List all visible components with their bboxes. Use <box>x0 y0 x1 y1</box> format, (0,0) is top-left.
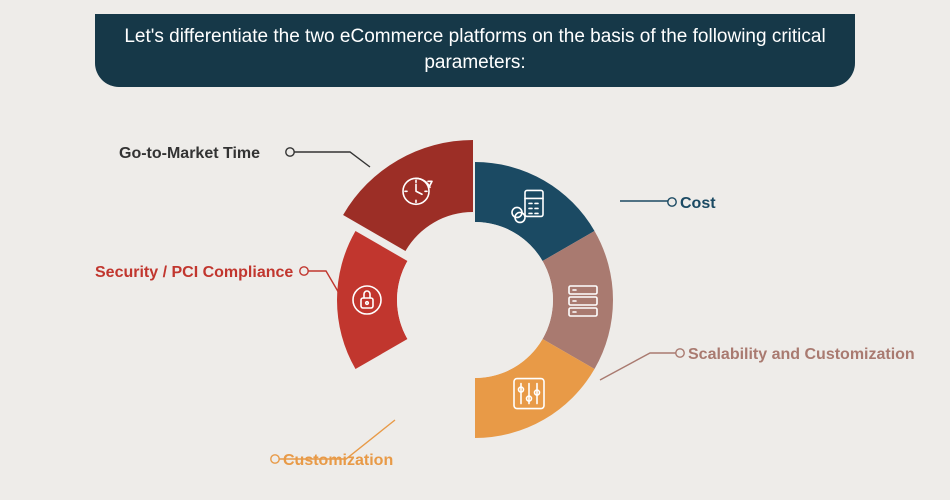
donut-hole <box>397 222 553 378</box>
leader-dot-security <box>300 267 308 275</box>
label-gtm: Go-to-Market Time <box>119 145 319 163</box>
leader-dot-cost <box>668 198 676 206</box>
label-cost: Cost <box>680 195 716 213</box>
label-customization: Customization <box>283 452 393 470</box>
leader-dot-scalability <box>676 349 684 357</box>
leader-scalability <box>600 353 680 380</box>
donut-chart <box>0 0 950 500</box>
label-security: Security / PCI Compliance <box>95 264 295 282</box>
label-scalability: Scalability and Customization <box>688 346 915 364</box>
leader-dot-customization <box>271 455 279 463</box>
